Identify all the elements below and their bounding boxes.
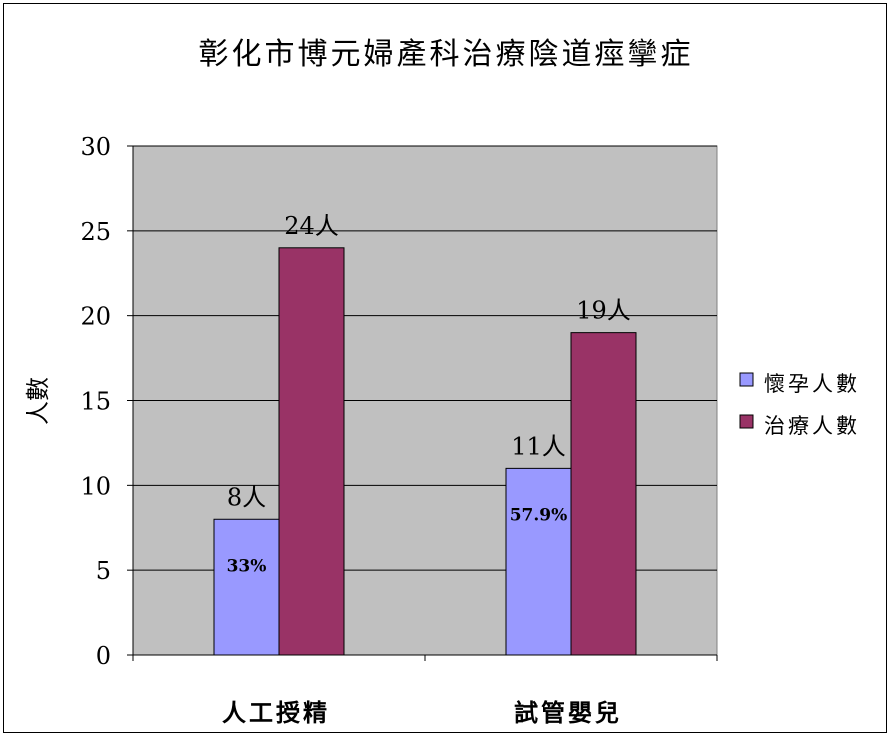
y-axis-label: 人數 [24,377,52,425]
data-label: 11人 [511,432,566,460]
y-tick-label: 0 [96,642,111,670]
data-labels: 8人 33% 24人 11人 57.9% 19人 [227,212,631,576]
bar [505,467,572,656]
bar-percent-label: 33% [227,556,267,576]
bar [213,518,280,656]
legend-swatch [739,414,754,429]
chart-title: 彰化市博元婦產科治療陰道痙攣症 [199,37,694,72]
y-tick-label: 20 [80,303,111,331]
bar-chart: 彰化市博元婦產科治療陰道痙攣症 0 5 10 15 20 25 30 人工授精 試管嬰兒 8人 3… [24,37,860,727]
y-tick-label: 25 [80,218,111,246]
bar [570,332,637,656]
axes: 0 5 10 15 20 25 30 人工授精 試管嬰兒 [80,133,718,727]
y-tick-label: 30 [80,133,111,161]
legend-label: 懷孕人數 [764,372,860,396]
data-label: 19人 [576,297,631,325]
x-category-label: 人工授精 [222,698,330,727]
bar [278,247,345,656]
legend-label: 治療人數 [764,414,860,438]
x-category-label: 試管嬰兒 [514,698,622,727]
bars [213,247,637,656]
data-label: 8人 [227,483,266,511]
y-tick-label: 15 [80,388,111,416]
bar-percent-label: 57.9% [510,505,568,525]
y-tick-label: 5 [96,557,111,585]
data-label: 24人 [284,212,339,240]
legend-swatch [739,372,754,387]
chart-frame: 彰化市博元婦產科治療陰道痙攣症 0 5 10 15 20 25 30 人工授精 試管嬰兒 8人 3… [3,3,887,733]
y-tick-label: 10 [80,472,111,500]
